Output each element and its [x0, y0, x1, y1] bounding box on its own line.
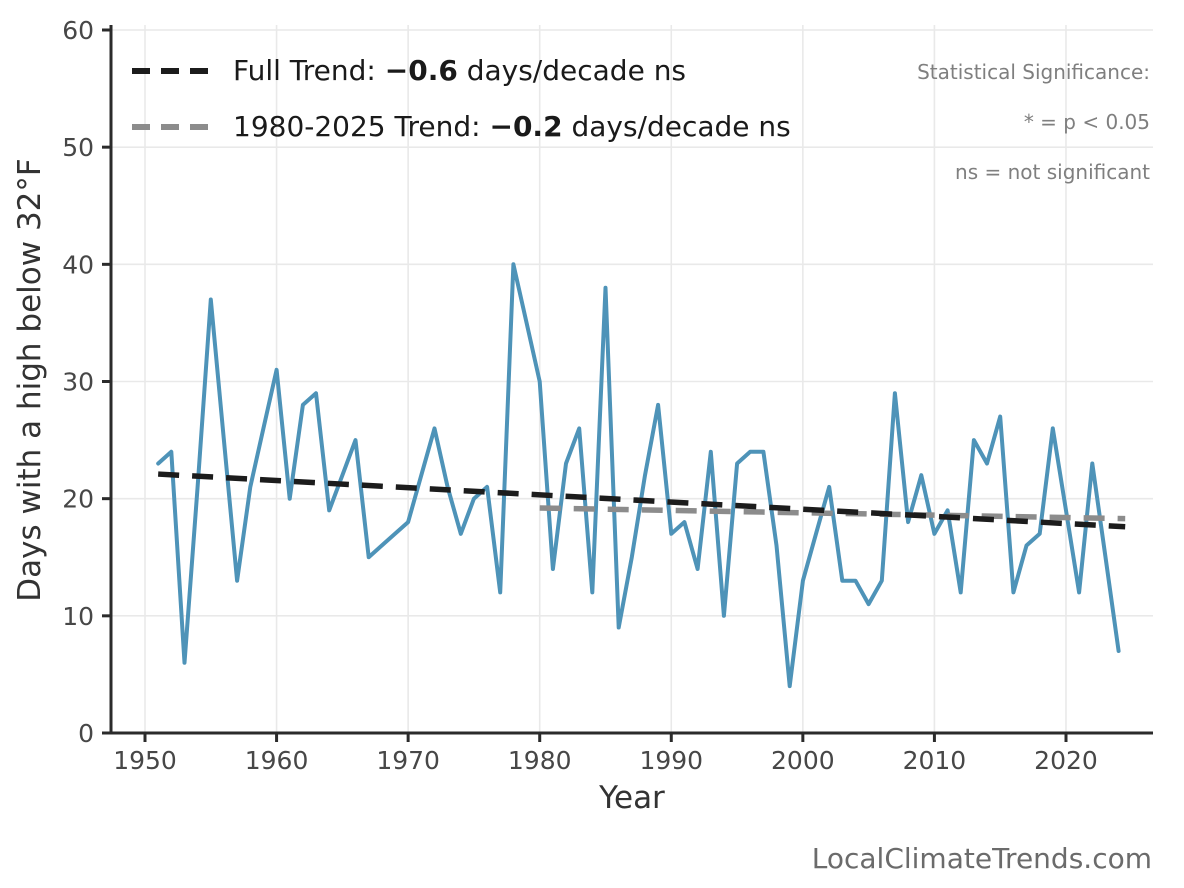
trend-line-recent: [539, 505, 1126, 522]
x-axis-title: Year: [599, 780, 665, 816]
x-tick-label-1950: 1950: [113, 746, 177, 775]
full-trend-label: Full Trend: −0.6 days/decade ns: [233, 54, 686, 87]
full-trend-dash-sample-icon: [132, 67, 208, 74]
legend-item-recent-trend: 1980-2025 Trend: −0.2 days/decade ns: [132, 110, 791, 143]
recent-trend-label: 1980-2025 Trend: −0.2 days/decade ns: [233, 110, 791, 143]
full-trend-suffix: days/decade ns: [457, 54, 687, 87]
full-trend-prefix: Full Trend:: [233, 54, 385, 87]
full-trend-value: −0.6: [384, 54, 458, 87]
significance-ns-line: ns = not significant: [955, 160, 1150, 184]
x-tick-label-1980: 1980: [508, 746, 572, 775]
watermark: LocalClimateTrends.com: [811, 842, 1152, 875]
significance-note: Statistical Significance: * = p < 0.05 n…: [917, 60, 1150, 185]
y-tick-label-20: 20: [62, 485, 94, 514]
recent-trend-prefix: 1980-2025 Trend:: [233, 110, 490, 143]
significance-star-line: * = p < 0.05: [1023, 110, 1150, 134]
y-tick-label-10: 10: [62, 602, 94, 631]
x-tick-label-1970: 1970: [376, 746, 440, 775]
trend-line-full: [158, 471, 1126, 530]
x-tick-label-2010: 2010: [903, 746, 967, 775]
y-tick-label-50: 50: [62, 133, 94, 162]
x-tick-label-2020: 2020: [1034, 746, 1098, 775]
significance-title: Statistical Significance:: [917, 60, 1150, 84]
y-tick-label-0: 0: [78, 719, 94, 748]
data-line-days-below-32F: [156, 262, 1121, 689]
y-tick-label-60: 60: [62, 16, 94, 45]
recent-trend-suffix: days/decade ns: [562, 110, 791, 143]
x-tick-label-2000: 2000: [771, 746, 835, 775]
x-tick-label-1990: 1990: [639, 746, 703, 775]
recent-trend-value: −0.2: [489, 110, 563, 143]
y-tick-label-30: 30: [62, 367, 94, 396]
y-axis-title: Days with a high below 32°F: [12, 158, 48, 602]
x-tick-label-1960: 1960: [245, 746, 309, 775]
y-tick-label-40: 40: [62, 250, 94, 279]
legend-item-full-trend: Full Trend: −0.6 days/decade ns: [132, 54, 686, 87]
recent-trend-dash-sample-icon: [132, 123, 208, 130]
